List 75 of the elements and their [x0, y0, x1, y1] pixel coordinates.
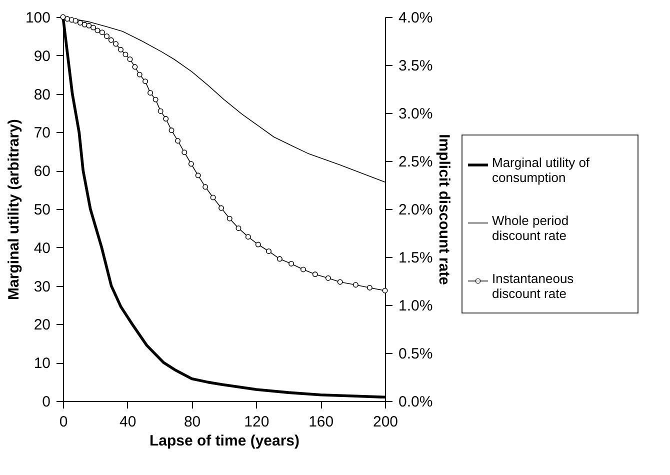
point — [175, 138, 181, 144]
point — [94, 28, 100, 34]
point — [99, 30, 105, 36]
point — [72, 18, 78, 24]
point — [325, 275, 331, 281]
y-tick-label: 100 — [25, 10, 50, 26]
y2-tick-label: 1.0% — [398, 298, 433, 314]
y2-tick-label: 4.0% — [398, 10, 433, 26]
point — [188, 161, 194, 167]
point — [148, 90, 154, 96]
point — [104, 33, 110, 39]
point — [226, 216, 232, 222]
point — [168, 128, 174, 134]
point — [300, 266, 306, 272]
y-tick-label: 90 — [34, 48, 50, 65]
legend-label: Whole period discount rate — [492, 213, 569, 243]
point — [276, 256, 282, 262]
point — [108, 37, 114, 43]
x-tick-label: 160 — [308, 414, 334, 430]
point — [352, 282, 358, 288]
y-axis-title: Marginal utility (arbitrary) — [5, 119, 22, 300]
x-tick-label: 0 — [59, 414, 68, 430]
point — [127, 56, 133, 62]
x-axis-title: Lapse of time (years) — [149, 432, 300, 450]
y-tick-label: 30 — [34, 278, 50, 296]
point — [132, 64, 138, 70]
y-tick-label: 10 — [34, 355, 50, 372]
legend-label: Marginal utility of consumption — [492, 155, 590, 185]
y2-tick-label: 3.5% — [398, 58, 433, 74]
x-tick-label: 80 — [184, 414, 201, 430]
point — [86, 22, 92, 28]
point — [152, 96, 158, 102]
point — [64, 16, 70, 22]
point — [77, 20, 83, 26]
point — [255, 242, 261, 248]
point — [90, 24, 96, 30]
point — [218, 205, 224, 211]
point — [142, 78, 148, 84]
point — [382, 288, 388, 294]
y-tick-label: 70 — [34, 124, 50, 142]
y-tick-label: 80 — [34, 86, 50, 104]
y-tick-label: 20 — [34, 316, 50, 334]
y2-tick-label: 0.0% — [398, 394, 433, 410]
y2-tick-label: 0.5% — [398, 346, 433, 362]
point — [82, 22, 88, 28]
point — [288, 260, 294, 266]
point — [210, 194, 216, 200]
point — [163, 116, 169, 122]
point — [118, 46, 124, 52]
y2-tick-label: 3.0% — [398, 106, 433, 122]
x-tick-label: 120 — [244, 414, 270, 430]
point — [195, 172, 201, 178]
point — [202, 184, 208, 190]
point — [122, 52, 128, 58]
x-tick-label: 200 — [372, 414, 398, 430]
point — [366, 284, 372, 290]
point — [236, 225, 242, 231]
y2-tick-label: 2.0% — [398, 202, 433, 218]
point — [113, 41, 119, 47]
y-tick-label: 40 — [34, 240, 50, 257]
point — [312, 272, 318, 278]
y2-axis-title: Implicit discount rate — [436, 134, 453, 285]
y-tick-label: 60 — [34, 163, 50, 180]
y-tick-label: 50 — [34, 202, 50, 218]
y2-tick-label: 2.5% — [398, 154, 433, 170]
point — [337, 279, 343, 285]
point — [245, 234, 251, 240]
point — [266, 248, 272, 254]
legend-label: Instantaneous discount rate — [492, 271, 574, 301]
point — [182, 150, 188, 156]
point — [158, 108, 164, 114]
y2-tick-label: 1.5% — [398, 250, 433, 266]
x-tick-label: 40 — [120, 414, 136, 430]
y-tick-label: 0 — [42, 394, 50, 410]
point — [136, 72, 142, 78]
